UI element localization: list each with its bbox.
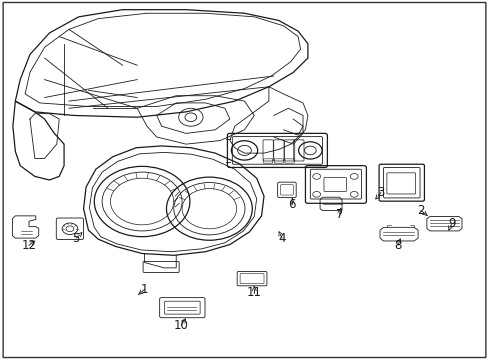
- Text: 8: 8: [394, 239, 401, 252]
- Text: 12: 12: [21, 239, 37, 252]
- Text: 7: 7: [335, 208, 343, 221]
- Text: 3: 3: [377, 186, 384, 199]
- Text: 11: 11: [246, 287, 261, 300]
- Text: 4: 4: [278, 231, 285, 244]
- Text: 1: 1: [141, 283, 148, 296]
- Text: 9: 9: [447, 217, 454, 230]
- Text: 5: 5: [72, 231, 80, 244]
- Text: 10: 10: [173, 319, 188, 332]
- Text: 2: 2: [416, 204, 424, 217]
- Text: 6: 6: [288, 198, 295, 211]
